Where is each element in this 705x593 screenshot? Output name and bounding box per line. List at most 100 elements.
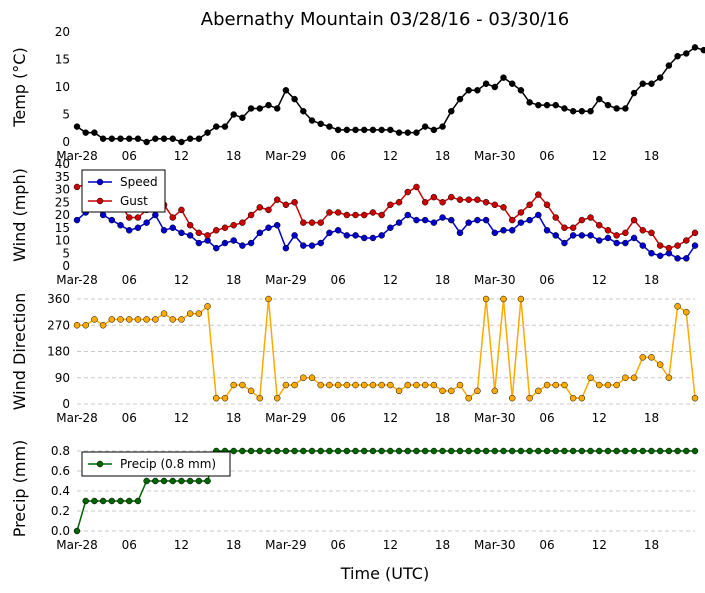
- data-point: [474, 387, 481, 395]
- data-point: [73, 183, 81, 191]
- data-point: [326, 229, 333, 237]
- x-tick-label: Mar-28: [56, 538, 97, 552]
- data-point: [639, 447, 647, 455]
- data-point: [317, 381, 324, 389]
- data-point: [465, 196, 472, 203]
- data-point: [569, 394, 577, 402]
- data-point: [656, 242, 664, 249]
- data-point: [204, 477, 211, 485]
- data-point: [561, 381, 568, 389]
- y-tick-label: 0: [62, 397, 70, 411]
- data-point: [387, 381, 394, 389]
- data-point: [213, 227, 220, 234]
- data-point: [456, 95, 464, 103]
- data-point: [561, 224, 568, 231]
- data-point: [622, 374, 629, 381]
- y-tick-label: 0.8: [51, 444, 70, 458]
- data-point: [195, 477, 203, 485]
- data-point: [352, 211, 359, 219]
- data-point: [308, 447, 316, 455]
- x-tick-label: 18: [644, 538, 659, 552]
- data-point: [143, 219, 150, 226]
- data-point: [125, 135, 133, 142]
- data-point: [152, 477, 159, 485]
- x-tick-label: 12: [383, 273, 398, 287]
- data-point: [430, 381, 438, 389]
- x-tick-label: 18: [226, 538, 241, 552]
- data-point: [195, 239, 203, 247]
- x-tick-label: 12: [174, 149, 189, 163]
- data-point: [282, 447, 290, 455]
- x-tick-label: 12: [592, 538, 607, 552]
- x-tick-label: 12: [383, 149, 398, 163]
- y-tick-label: 90: [55, 371, 70, 385]
- data-point: [596, 447, 603, 455]
- x-axis-label: Time (UTC): [340, 564, 429, 583]
- data-point: [596, 237, 603, 244]
- x-tick-label: 12: [383, 411, 398, 425]
- data-point: [604, 227, 612, 234]
- data-point: [143, 316, 150, 323]
- data-point: [613, 232, 620, 239]
- data-point: [465, 87, 472, 94]
- data-point: [256, 394, 264, 402]
- y-tick-label: 5: [62, 108, 70, 122]
- data-point: [674, 303, 681, 310]
- data-point: [213, 394, 220, 402]
- x-tick-label: Mar-28: [56, 149, 97, 163]
- data-point: [535, 447, 542, 455]
- data-point: [134, 316, 142, 323]
- series-line: [77, 298, 696, 401]
- data-point: [587, 107, 594, 115]
- data-point: [448, 193, 455, 201]
- data-point: [143, 477, 150, 485]
- data-point: [134, 214, 142, 221]
- y-axis-label: Temp (°C): [10, 47, 29, 127]
- data-point: [648, 250, 655, 257]
- data-point: [587, 374, 594, 381]
- x-tick-label: 12: [174, 273, 189, 287]
- data-point: [291, 381, 298, 389]
- x-tick-label: 06: [539, 538, 554, 552]
- data-point: [622, 105, 629, 112]
- data-point: [230, 447, 237, 455]
- x-tick-label: Mar-29: [265, 149, 306, 163]
- data-point: [195, 229, 203, 237]
- data-point: [508, 80, 516, 87]
- data-point: [674, 255, 681, 262]
- data-point: [430, 126, 438, 134]
- data-point: [308, 374, 316, 381]
- data-point: [421, 381, 429, 389]
- data-point: [543, 381, 551, 389]
- data-point: [378, 126, 385, 134]
- data-point: [448, 216, 455, 224]
- data-point: [308, 219, 316, 226]
- data-point: [99, 322, 107, 329]
- data-point: [613, 239, 620, 247]
- data-point: [491, 201, 499, 209]
- data-point: [656, 252, 664, 260]
- y-tick-label: 35: [55, 170, 70, 184]
- data-point: [430, 193, 438, 201]
- data-point: [99, 135, 107, 142]
- data-point: [134, 224, 142, 231]
- data-point: [683, 308, 690, 316]
- data-point: [665, 244, 673, 252]
- data-point: [448, 447, 455, 455]
- data-point: [665, 62, 673, 69]
- data-point: [134, 135, 142, 142]
- data-point: [526, 201, 533, 209]
- x-tick-label: Mar-29: [265, 411, 306, 425]
- data-point: [230, 221, 237, 229]
- data-point: [448, 107, 455, 115]
- data-point: [543, 447, 551, 455]
- data-point: [230, 111, 237, 118]
- data-point: [273, 394, 281, 402]
- data-point: [482, 199, 490, 206]
- data-point: [413, 381, 420, 389]
- y-tick-label: 0: [62, 135, 70, 149]
- x-tick-label: Mar-30: [474, 149, 515, 163]
- data-point: [160, 227, 168, 234]
- data-point: [134, 497, 142, 505]
- data-point: [125, 214, 133, 221]
